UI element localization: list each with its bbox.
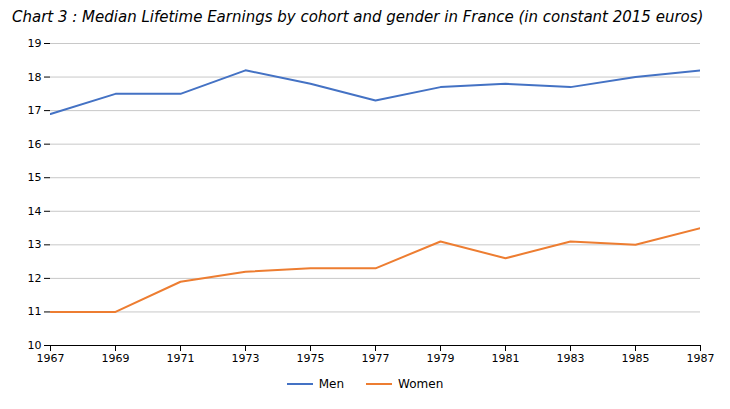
svg-text:16: 16 — [28, 137, 42, 150]
svg-text:1977: 1977 — [362, 352, 390, 365]
html-text:Men: Men — [318, 376, 345, 391]
svg-text:1969: 1969 — [102, 352, 130, 365]
svg-text:1987: 1987 — [687, 352, 715, 365]
svg-text:1983: 1983 — [557, 352, 585, 365]
svg-text:1973: 1973 — [232, 352, 260, 365]
html-text:Women: Women — [398, 376, 444, 391]
html-text:Chart 3 : Median Lifetime Earn: Chart 3 : Median Lifetime Earnings by co… — [12, 8, 704, 26]
svg-text:1979: 1979 — [427, 352, 455, 365]
svg-text:10: 10 — [28, 339, 42, 352]
svg-text:11: 11 — [28, 305, 42, 318]
svg-text:1985: 1985 — [622, 352, 650, 365]
svg-text:12: 12 — [28, 272, 42, 285]
svg-text:18: 18 — [28, 70, 42, 83]
svg-text:1975: 1975 — [297, 352, 325, 365]
svg-text:15: 15 — [28, 171, 42, 184]
svg-text:13: 13 — [28, 238, 42, 251]
svg-text:1967: 1967 — [37, 352, 65, 365]
svg-text:14: 14 — [28, 205, 42, 218]
svg-text:19: 19 — [28, 37, 42, 50]
svg-text:17: 17 — [28, 104, 42, 117]
svg-text:1981: 1981 — [492, 352, 520, 365]
svg-text:1971: 1971 — [167, 352, 195, 365]
